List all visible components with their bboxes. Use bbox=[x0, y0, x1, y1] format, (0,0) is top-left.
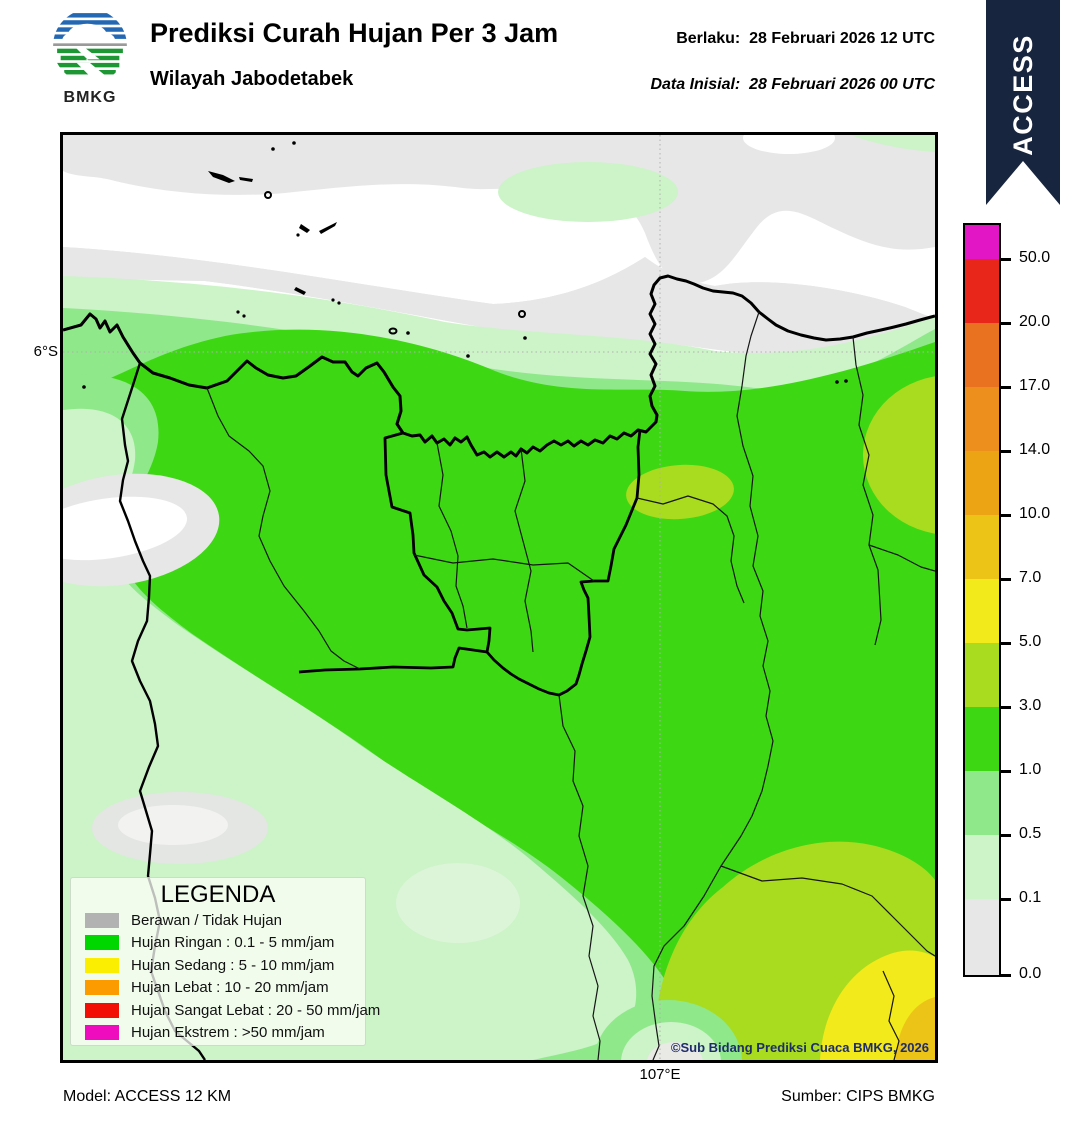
colorbar-tick-label: 3.0 bbox=[1019, 697, 1042, 714]
colorbar-tick-label: 10.0 bbox=[1019, 505, 1051, 522]
colorbar-segment bbox=[965, 707, 999, 771]
colorbar-tick bbox=[1001, 450, 1011, 453]
legend-item: Hujan Sangat Lebat : 20 - 50 mm/jam bbox=[85, 999, 380, 1022]
legend-rows: Berawan / Tidak Hujan Hujan Ringan : 0.1 … bbox=[71, 909, 380, 1045]
colorbar-tick-label: 5.0 bbox=[1019, 633, 1042, 650]
islands bbox=[82, 141, 848, 389]
colorbar-tick bbox=[1001, 898, 1011, 901]
colorbar-tick bbox=[1001, 642, 1011, 645]
colorbar-segment bbox=[965, 225, 999, 259]
colorbar-tick-label: 0.1 bbox=[1019, 889, 1042, 906]
ribbon-banner-icon: ACCESS bbox=[986, 0, 1060, 205]
colorbar-tick-label: 0.5 bbox=[1019, 825, 1042, 842]
legend-item: Hujan Lebat : 10 - 20 mm/jam bbox=[85, 977, 365, 1000]
legend-item-label: Berawan / Tidak Hujan bbox=[131, 911, 282, 929]
colorbar-tick bbox=[1001, 770, 1011, 773]
bmkg-logo-label: BMKG bbox=[63, 89, 117, 106]
access-ribbon: ACCESS bbox=[986, 0, 1060, 206]
copyright-label: ©Sub Bidang Prediksi Cuaca BMKG, 2026 bbox=[670, 1040, 929, 1055]
legend-item: Berawan / Tidak Hujan bbox=[85, 909, 365, 932]
legend-swatch bbox=[85, 1002, 119, 1018]
colorbar-segment bbox=[965, 771, 999, 835]
bmkg-logo-icon bbox=[52, 8, 128, 84]
colorbar-tick-label: 1.0 bbox=[1019, 761, 1042, 778]
colorbar-tick bbox=[1001, 386, 1011, 389]
legend-item: Hujan Ringan : 0.1 - 5 mm/jam bbox=[85, 932, 365, 955]
ribbon-text: ACCESS bbox=[1008, 34, 1038, 156]
bmkg-logo: BMKG bbox=[44, 6, 136, 110]
page-title: Prediksi Curah Hujan Per 3 Jam bbox=[150, 18, 559, 48]
legend-item-label: Hujan Ekstrem : >50 mm/jam bbox=[131, 1024, 325, 1042]
map-legend: LEGENDA Berawan / Tidak Hujan Hujan Ringa… bbox=[70, 877, 380, 1046]
rainfall-colorbar: 50.0 20.0 17.0 14.0 10.0 7.0 5.0 3.0 1.0 0.5 0.1 0.… bbox=[963, 223, 1072, 982]
colorbar-tick bbox=[1001, 974, 1011, 977]
colorbar-tick-label: 7.0 bbox=[1019, 569, 1042, 586]
latitude-tick-label: 6°S bbox=[33, 343, 58, 360]
legend-item-label: Hujan Ringan : 0.1 - 5 mm/jam bbox=[131, 934, 335, 952]
page-subtitle: Wilayah Jabodetabek bbox=[150, 68, 354, 90]
colorbar-segment bbox=[965, 515, 999, 579]
colorbar-segment bbox=[965, 451, 999, 515]
legend-item: Hujan Ekstrem : >50 mm/jam bbox=[85, 1022, 365, 1045]
colorbar-tick-label: 20.0 bbox=[1019, 313, 1051, 330]
legend-swatch bbox=[85, 1025, 119, 1041]
legend-swatch bbox=[85, 935, 119, 951]
colorbar-tick-label: 0.0 bbox=[1019, 965, 1042, 982]
map-panel: LEGENDA Berawan / Tidak Hujan Hujan Ringa… bbox=[60, 132, 938, 1063]
coastline bbox=[63, 274, 935, 459]
colorbar-tick bbox=[1001, 834, 1011, 837]
colorbar-tick bbox=[1001, 578, 1011, 581]
colorbar-tick bbox=[1001, 706, 1011, 709]
initial-time-label: Data Inisial: 28 Februari 2026 00 UTC bbox=[650, 76, 935, 93]
colorbar-tick bbox=[1001, 514, 1011, 517]
legend-item-label: Hujan Sangat Lebat : 20 - 50 mm/jam bbox=[131, 1001, 381, 1019]
legend-item-label: Hujan Sedang : 5 - 10 mm/jam bbox=[131, 956, 335, 974]
colorbar-tick bbox=[1001, 258, 1011, 261]
colorbar-tick bbox=[1001, 322, 1011, 325]
colorbar-tick-label: 14.0 bbox=[1019, 441, 1051, 458]
colorbar-segment bbox=[965, 259, 999, 323]
legend-title: LEGENDA bbox=[160, 881, 276, 908]
model-label: Model: ACCESS 12 KM bbox=[63, 1088, 232, 1105]
source-label: Sumber: CIPS BMKG bbox=[781, 1088, 935, 1105]
legend-swatch bbox=[85, 912, 119, 928]
colorbar-segment bbox=[965, 899, 999, 975]
legend-item-label: Hujan Lebat : 10 - 20 mm/jam bbox=[131, 979, 329, 997]
longitude-tick-label: 107°E bbox=[639, 1066, 681, 1083]
valid-time-label: Berlaku: 28 Februari 2026 12 UTC bbox=[676, 30, 935, 47]
colorbar-gradient bbox=[963, 223, 1001, 977]
regency-boundaries bbox=[206, 311, 935, 1060]
legend-swatch bbox=[85, 957, 119, 973]
colorbar-segment bbox=[965, 643, 999, 707]
graticule bbox=[63, 135, 935, 1060]
colorbar-segment bbox=[965, 323, 999, 387]
colorbar-segment bbox=[965, 835, 999, 899]
legend-swatch bbox=[85, 980, 119, 996]
colorbar-tick-label: 17.0 bbox=[1019, 377, 1051, 394]
colorbar-tick-label: 50.0 bbox=[1019, 249, 1051, 266]
colorbar-segment bbox=[965, 579, 999, 643]
legend-item: Hujan Sedang : 5 - 10 mm/jam bbox=[85, 954, 365, 977]
colorbar-segment bbox=[965, 387, 999, 451]
